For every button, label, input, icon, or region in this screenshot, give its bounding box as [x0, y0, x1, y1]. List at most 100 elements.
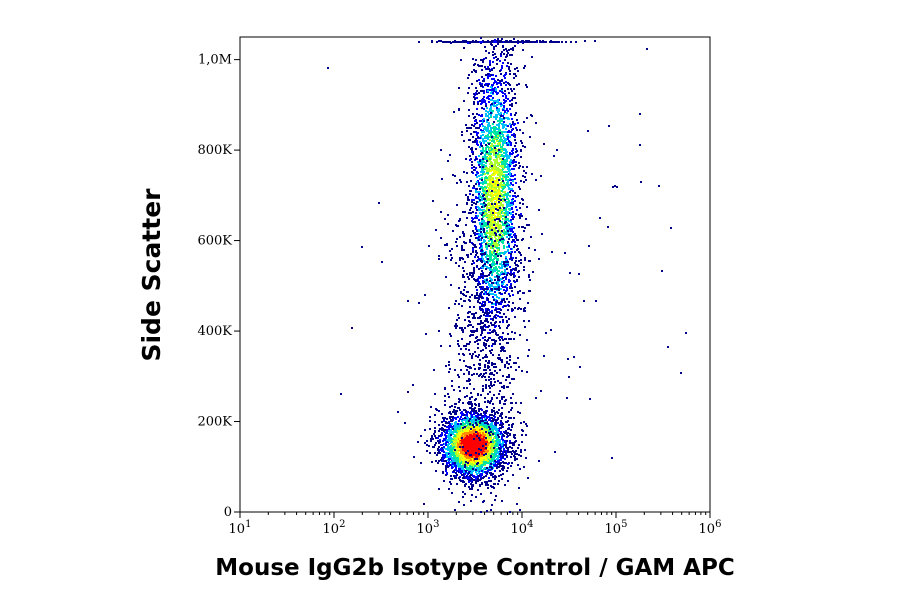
data-point	[487, 194, 489, 196]
data-point	[471, 416, 473, 418]
data-point	[455, 468, 457, 470]
data-point	[511, 134, 513, 136]
data-point	[459, 458, 461, 460]
data-point	[509, 84, 511, 86]
data-point	[495, 426, 497, 428]
data-point	[441, 413, 443, 415]
data-point	[525, 434, 527, 436]
data-point	[481, 193, 483, 195]
data-point	[462, 433, 464, 435]
data-point	[508, 167, 510, 169]
data-point	[505, 95, 507, 97]
data-point	[498, 455, 500, 457]
data-point	[510, 88, 512, 90]
data-point	[464, 440, 466, 442]
data-point	[483, 80, 485, 82]
data-point	[469, 241, 471, 243]
data-point	[523, 230, 525, 232]
data-point	[494, 416, 496, 418]
data-point	[500, 55, 502, 57]
data-point	[484, 428, 486, 430]
data-point	[527, 302, 529, 304]
data-point	[520, 308, 522, 310]
data-point	[447, 426, 449, 428]
data-point	[449, 458, 451, 460]
data-point	[449, 426, 451, 428]
data-point	[451, 492, 453, 494]
data-point	[459, 327, 461, 329]
data-point	[501, 38, 503, 40]
data-point	[499, 464, 501, 466]
data-point	[452, 416, 454, 418]
data-point	[451, 405, 453, 407]
data-point	[503, 448, 505, 450]
data-point	[511, 216, 513, 218]
data-point	[460, 448, 462, 450]
data-point	[499, 339, 501, 341]
data-point	[479, 82, 481, 84]
data-point	[466, 127, 468, 129]
data-point	[496, 372, 498, 374]
data-point	[527, 477, 529, 479]
data-point	[471, 478, 473, 480]
data-point	[473, 131, 475, 133]
data-point	[465, 428, 467, 430]
data-point	[455, 426, 457, 428]
data-point	[493, 410, 495, 412]
data-point	[481, 131, 483, 133]
data-point	[470, 474, 472, 476]
data-point	[441, 427, 443, 429]
data-point	[485, 412, 487, 414]
data-point	[500, 303, 502, 305]
data-point	[490, 322, 492, 324]
data-point	[469, 468, 471, 470]
data-point	[483, 293, 485, 295]
data-point	[485, 147, 487, 149]
data-point	[525, 172, 527, 174]
data-point	[461, 435, 463, 437]
data-point	[468, 115, 470, 117]
data-point	[450, 413, 452, 415]
data-point	[459, 465, 461, 467]
data-point	[508, 305, 510, 307]
data-point	[459, 444, 461, 446]
data-point	[487, 111, 489, 113]
data-point	[496, 59, 498, 61]
data-point	[446, 456, 448, 458]
data-point	[490, 480, 492, 482]
data-point	[478, 460, 480, 462]
data-point	[474, 98, 476, 100]
data-point	[488, 117, 490, 119]
data-point	[499, 120, 501, 122]
data-point	[482, 286, 484, 288]
data-point	[453, 437, 455, 439]
data-point	[509, 136, 511, 138]
data-point	[501, 172, 503, 174]
data-point	[514, 139, 516, 141]
data-point	[457, 444, 459, 446]
data-point	[432, 438, 434, 440]
data-point	[505, 416, 507, 418]
data-point	[494, 291, 496, 293]
data-point	[459, 390, 461, 392]
data-point	[509, 172, 511, 174]
data-point	[487, 448, 489, 450]
data-point	[459, 236, 461, 238]
data-point	[441, 432, 443, 434]
data-point	[471, 313, 473, 315]
data-point	[514, 200, 516, 202]
data-point	[519, 129, 521, 131]
data-point	[510, 131, 512, 133]
data-point	[471, 494, 473, 496]
data-point	[440, 444, 442, 446]
data-point	[510, 271, 512, 273]
data-point	[495, 56, 497, 58]
data-point	[514, 45, 516, 47]
data-point	[524, 257, 526, 259]
data-point	[464, 430, 466, 432]
data-point	[467, 417, 469, 419]
data-point	[497, 431, 499, 433]
data-point	[443, 438, 445, 440]
data-point	[455, 453, 457, 455]
data-point	[445, 452, 447, 454]
